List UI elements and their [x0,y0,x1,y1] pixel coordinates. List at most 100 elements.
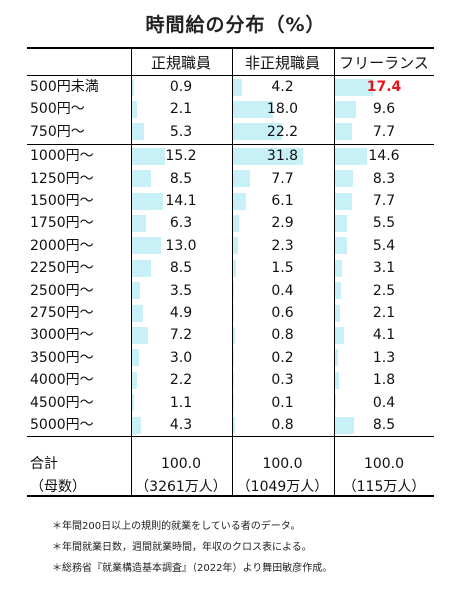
bar [132,78,134,96]
bar [233,371,234,389]
row-label: 2750円〜 [30,305,94,321]
value-label: 15.2 [165,148,197,165]
row-label: 3500円〜 [30,349,94,366]
value-label: 6.1 [271,193,294,209]
bar [335,349,338,367]
bar [132,170,151,188]
bar [335,282,341,300]
value-label: 9.6 [372,101,396,118]
value-label: 14.1 [165,193,197,209]
value-label: 2.9 [271,215,294,232]
value-label: 0.6 [271,305,294,321]
value-label: 4.9 [169,305,193,321]
value-label: 0.4 [271,282,294,299]
bar [132,349,139,367]
bar [132,214,146,232]
bar [132,237,161,255]
value-label: 1.3 [372,349,396,366]
row-label: 500円未満 [30,79,99,95]
bar [233,123,282,141]
chart-title: 時間給の分布（%） [145,14,326,36]
bar [335,416,354,434]
note-3: ＊総務省『就業構造基本調査』（2022年）より舞田敏彦作成。 [52,563,333,574]
bar [132,326,148,344]
value-label: 2.1 [372,305,396,321]
value-label: 8.5 [169,170,193,187]
value-label: 3.1 [372,260,396,277]
note-1: ＊年間200日以上の規則的就業をしている者のデータ。 [52,521,301,532]
row-label: 500円〜 [30,101,85,118]
bar [233,394,234,412]
value-label: 7.7 [372,123,396,140]
row-label: 5000円〜 [30,417,94,433]
bar [132,282,140,300]
total-value: 100.0 [363,456,405,472]
bottom-rule [27,495,434,497]
row-label: 1750円〜 [30,215,94,232]
data-end-rule [27,436,434,437]
value-label: 1.8 [372,372,396,389]
value-label: 18.0 [266,101,299,118]
value-label: 17.4 [366,79,402,95]
value-label: 13.0 [165,237,197,254]
value-label: 0.9 [169,79,193,95]
value-label: 4.2 [271,79,294,95]
row-label: 2500円〜 [30,282,94,299]
value-label: 3.0 [169,349,193,366]
column-header-2: 非正規職員 [244,54,320,72]
bar [233,100,273,118]
bar [233,282,234,300]
row-label: 4500円〜 [30,394,94,411]
row-label: 1250円〜 [30,170,94,187]
bar [335,100,357,118]
bar [132,147,166,165]
note-2: ＊年間就業日数，週間就業時間，年収のクロス表による。 [52,542,312,553]
value-label: 5.4 [372,237,396,254]
bar [233,237,239,255]
bar [233,416,235,434]
value-label: 3.5 [169,282,193,299]
row-label: 1000円〜 [30,148,94,165]
value-label: 7.7 [372,193,396,209]
value-label: 2.1 [169,101,193,118]
row-label: 4000円〜 [30,372,94,389]
column-header-3: フリーランス [339,54,429,72]
base-label: （母数） [30,479,86,495]
value-label: 1.5 [271,260,294,277]
bar [335,259,342,277]
value-label: 14.6 [368,148,400,165]
value-label: 0.3 [271,372,294,389]
column-separator [232,47,233,496]
column-separator [131,47,132,496]
total-label: 合計 [30,456,58,472]
value-label: 0.2 [271,349,294,366]
bar [132,304,143,322]
value-label: 4.1 [372,327,396,344]
bar [335,394,336,412]
value-label: 0.8 [271,327,294,344]
value-label: 2.5 [372,282,396,299]
bar [132,259,151,277]
bar [233,326,235,344]
value-label: 1.1 [169,394,193,411]
row-label: 2000円〜 [30,237,94,254]
value-label: 5.3 [169,123,193,140]
value-label: 8.5 [372,417,396,433]
bar [335,78,374,96]
value-label: 0.1 [271,394,294,411]
bar [335,371,339,389]
value-label: 2.2 [169,372,193,389]
column-separator [334,47,335,496]
bar [233,192,247,210]
group-rule [27,144,434,145]
column-header-1: 正規職員 [150,54,211,72]
value-label: 4.3 [169,417,193,433]
value-label: 8.3 [372,170,396,187]
value-label: 7.2 [169,327,193,344]
bar [233,78,243,96]
top-rule [27,47,434,49]
bar [233,214,240,232]
value-label: 31.8 [266,148,299,165]
header-rule [27,75,434,76]
